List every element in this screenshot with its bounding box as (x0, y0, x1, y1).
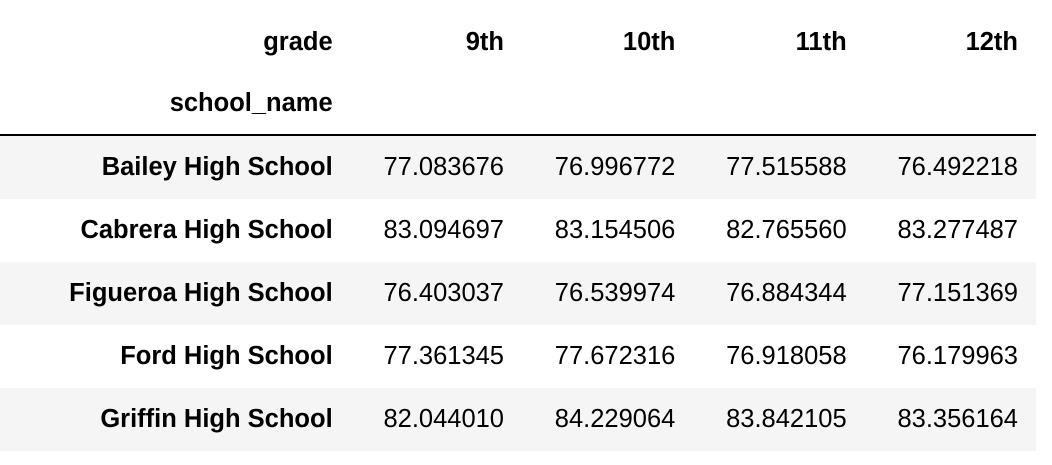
table-row: Ford High School 77.361345 77.672316 76.… (0, 325, 1036, 388)
table-cell: 77.361345 (383, 342, 504, 370)
table-cell: 76.996772 (554, 153, 676, 181)
table-row: Figueroa High School 76.403037 76.539974… (0, 262, 1036, 325)
table-cell: 84.229064 (554, 405, 676, 433)
table-body: Bailey High School 77.083676 76.996772 7… (0, 135, 1036, 451)
table-cell: 83.094697 (383, 216, 504, 244)
table-row: Cabrera High School 83.094697 83.154506 … (0, 199, 1036, 262)
table-header: grade 9th 10th 11th 12th school_name (0, 12, 1036, 135)
empty-header-cell (865, 72, 1036, 135)
table-cell: 83.356164 (897, 405, 1018, 433)
table-cell: 83.277487 (897, 216, 1018, 244)
table-cell: 77.672316 (554, 342, 676, 370)
empty-header-cell (693, 72, 864, 135)
table-cell: 76.539974 (554, 279, 676, 307)
empty-header-cell (351, 72, 522, 135)
table-cell: 76.179963 (897, 342, 1018, 370)
table-cell: 77.083676 (383, 153, 504, 181)
table-cell: 83.154506 (554, 216, 676, 244)
dataframe-table: grade 9th 10th 11th 12th school_name Bai… (0, 12, 1036, 451)
table-cell: 77.151369 (897, 279, 1018, 307)
table-row: Griffin High School 82.044010 84.229064 … (0, 388, 1036, 451)
table-cell: 76.918058 (726, 342, 847, 370)
column-header-12th: 12th (965, 28, 1018, 56)
columns-level-name: grade (263, 28, 333, 56)
column-header-10th: 10th (622, 28, 676, 56)
table-row: Bailey High School 77.083676 76.996772 7… (0, 135, 1036, 199)
row-index-label: Cabrera High School (80, 216, 333, 244)
table-cell: 82.044010 (383, 405, 504, 433)
table-cell: 76.884344 (726, 279, 847, 307)
table-cell: 82.765560 (726, 216, 847, 244)
column-header-9th: 9th (465, 28, 504, 56)
table-cell: 76.403037 (383, 279, 504, 307)
row-index-label: Bailey High School (101, 153, 333, 181)
table-cell: 76.492218 (897, 153, 1018, 181)
index-name: school_name (169, 89, 333, 117)
row-index-label: Ford High School (120, 342, 333, 370)
index-name-row: school_name (0, 72, 1036, 135)
column-header-11th: 11th (795, 28, 847, 56)
column-header-row: grade 9th 10th 11th 12th (0, 12, 1036, 72)
row-index-label: Griffin High School (100, 405, 333, 433)
row-index-label: Figueroa High School (69, 279, 333, 307)
table-cell: 77.515588 (726, 153, 847, 181)
table-cell: 83.842105 (726, 405, 847, 433)
empty-header-cell (522, 72, 693, 135)
